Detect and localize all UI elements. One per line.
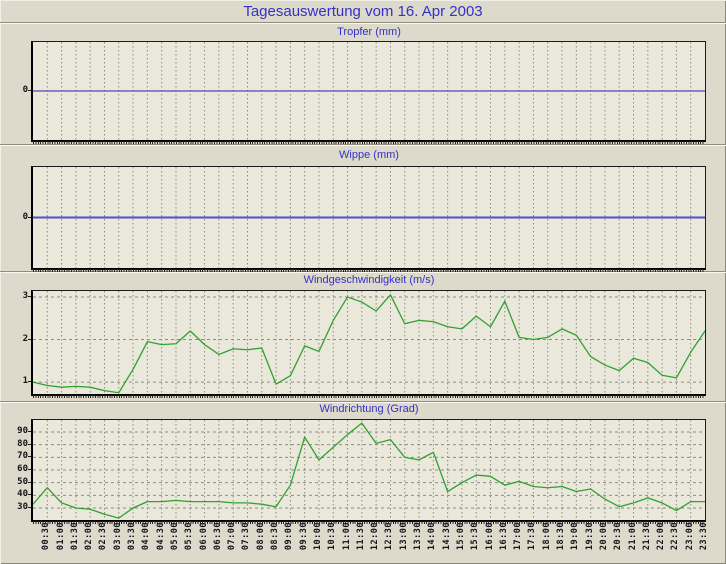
time-tick-label: 22:30 [670, 522, 681, 551]
y-tick-mark [28, 295, 31, 297]
time-tick-label: 18:00 [541, 522, 552, 551]
y-tick-label: 0 [22, 211, 28, 222]
time-tick-label: 08:00 [255, 522, 266, 551]
time-tick-label: 10:30 [327, 522, 338, 551]
panel-title-windgeschwindigkeit: Windgeschwindigkeit (m/s) [303, 274, 435, 286]
panel-separator-3 [0, 401, 726, 403]
time-tick-label: 09:30 [298, 522, 309, 551]
page-title: Tagesauswertung vom 16. Apr 2003 [243, 3, 483, 20]
y-tick-mark [28, 456, 31, 458]
y-tick-label: 2 [22, 333, 28, 344]
y-tick-label: 60 [17, 464, 28, 474]
y-tick-label: 30 [17, 501, 28, 512]
time-tick-label: 20:00 [598, 522, 609, 551]
y-tick-label: 80 [17, 438, 28, 449]
time-tick-label: 15:00 [455, 522, 466, 551]
time-tick-label: 02:30 [98, 522, 109, 551]
panel-title-windrichtung: Windrichtung (Grad) [319, 403, 419, 415]
time-tick-label: 04:30 [155, 522, 166, 551]
time-tick-label: 13:30 [413, 522, 424, 551]
y-tick-mark [28, 481, 31, 483]
time-tick-label: 22:00 [656, 522, 667, 551]
y-tick-mark [28, 431, 31, 433]
minor-ticks-panel-2 [33, 395, 705, 398]
y-tick-mark [28, 90, 31, 91]
time-tick-label: 19:00 [570, 522, 581, 551]
y-tick-label: 70 [17, 451, 28, 462]
minor-ticks-panel-1 [33, 269, 705, 272]
time-tick-label: 12:30 [384, 522, 395, 551]
time-tick-label: 18:30 [556, 522, 567, 551]
time-tick-label: 01:30 [69, 522, 80, 551]
winddirection-chart-plot [31, 419, 706, 522]
time-tick-label: 17:30 [527, 522, 538, 551]
time-tick-label: 01:00 [55, 522, 66, 551]
y-tick-label: 1 [22, 376, 28, 387]
time-tick-label: 08:30 [270, 522, 281, 551]
title-separator [0, 22, 726, 24]
minor-ticks-panel-0 [33, 141, 705, 144]
time-tick-label: 23:00 [684, 522, 695, 551]
time-tick-label: 16:30 [498, 522, 509, 551]
time-tick-label: 14:30 [441, 522, 452, 551]
wippe-chart-plot [31, 166, 706, 270]
y-tick-mark [28, 381, 31, 383]
time-tick-label: 06:30 [212, 522, 223, 551]
time-tick-label: 21:30 [641, 522, 652, 551]
time-tick-label: 10:00 [312, 522, 323, 551]
windspeed-chart-plot [31, 290, 706, 396]
y-tick-mark [28, 469, 31, 470]
y-tick-mark [28, 443, 31, 445]
time-tick-label: 13:00 [398, 522, 409, 551]
time-tick-label: 23:30 [699, 522, 709, 551]
y-tick-mark [28, 506, 31, 508]
y-tick-label: 50 [17, 476, 28, 487]
minor-ticks-panel-3 [33, 521, 705, 524]
time-tick-label: 04:00 [141, 522, 152, 551]
y-tick-mark [28, 338, 31, 340]
time-tick-label: 11:00 [341, 522, 352, 551]
time-tick-label: 19:30 [584, 522, 595, 551]
time-tick-label: 05:00 [169, 522, 180, 551]
time-tick-label: 07:30 [241, 522, 252, 551]
time-tick-label: 12:00 [370, 522, 381, 551]
time-tick-label: 07:00 [227, 522, 238, 551]
time-tick-label: 11:30 [355, 522, 366, 551]
tropfer-chart-plot [31, 41, 706, 142]
panel-separator-2 [0, 271, 726, 273]
time-tick-label: 00:30 [41, 522, 52, 551]
time-tick-label: 20:30 [613, 522, 624, 551]
time-tick-label: 03:30 [127, 522, 138, 551]
time-tick-label: 14:00 [427, 522, 438, 551]
time-tick-label: 17:00 [513, 522, 524, 551]
time-tick-label: 16:00 [484, 522, 495, 551]
time-tick-label: 09:00 [284, 522, 295, 551]
time-tick-label: 02:00 [84, 522, 95, 551]
y-tick-label: 3 [22, 290, 28, 301]
panel-title-tropfer: Tropfer (mm) [337, 26, 401, 38]
y-tick-label: 0 [22, 85, 28, 95]
time-tick-label: 21:00 [627, 522, 638, 551]
panel-title-wippe: Wippe (mm) [339, 149, 399, 161]
time-tick-label: 06:00 [198, 522, 209, 551]
time-tick-label: 05:30 [184, 522, 195, 551]
y-tick-label: 40 [17, 489, 28, 500]
panel-separator-1 [0, 144, 726, 146]
y-tick-label: 90 [17, 426, 28, 437]
y-tick-mark [28, 216, 31, 218]
y-tick-mark [28, 494, 31, 496]
time-tick-label: 15:30 [470, 522, 481, 551]
time-tick-label: 03:00 [112, 522, 123, 551]
